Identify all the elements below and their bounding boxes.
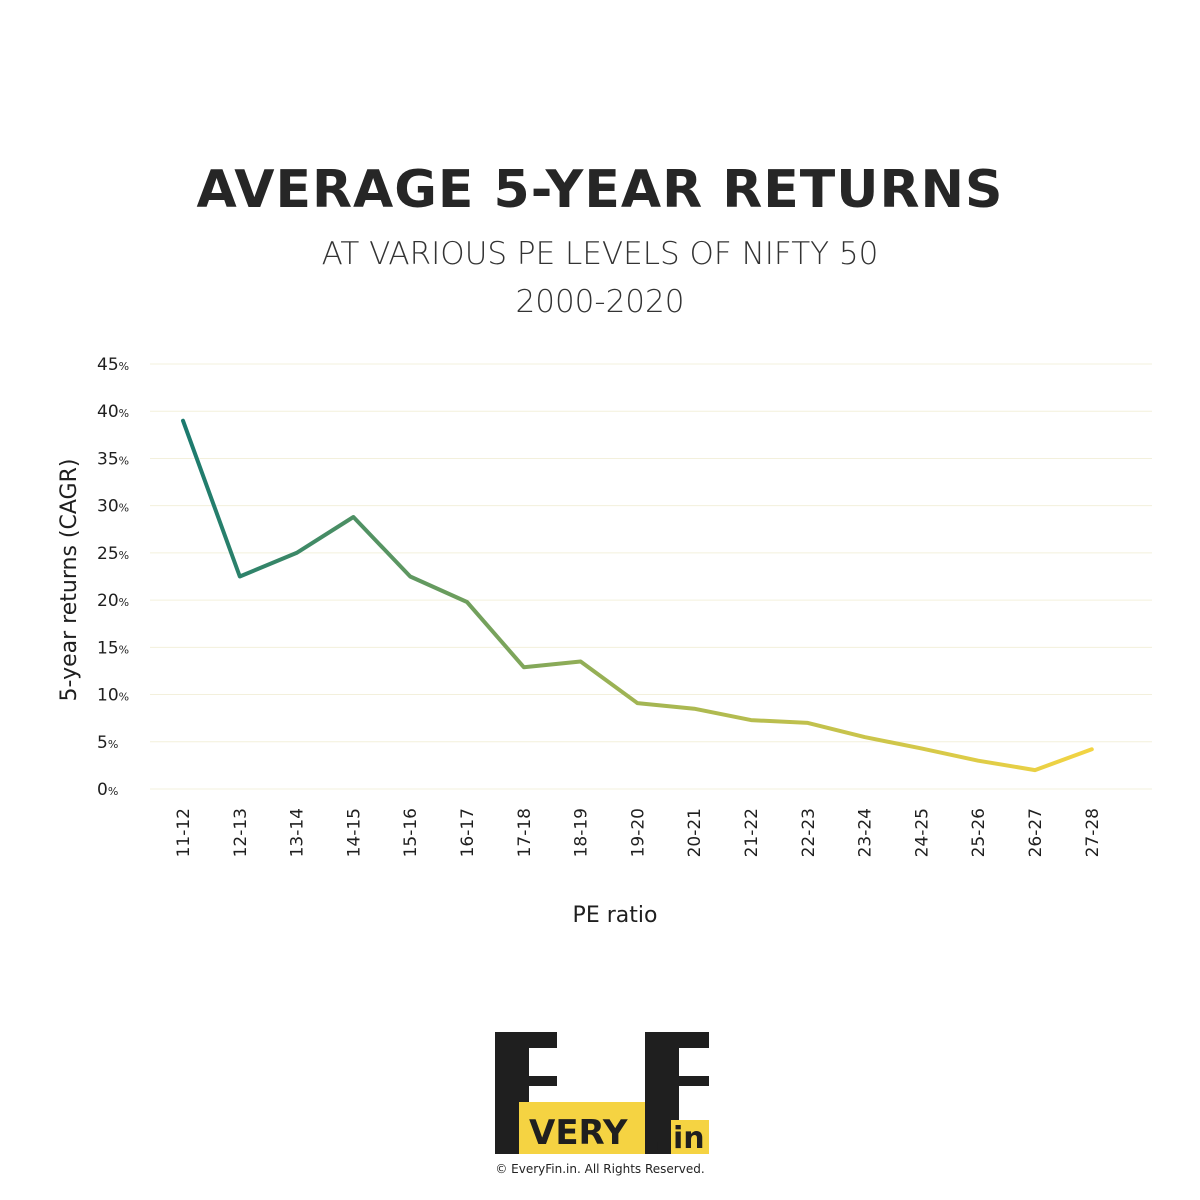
- x-tick-label: 27-28: [1083, 808, 1103, 857]
- y-tick-label: 30%: [97, 497, 129, 517]
- logo-in-box: [671, 1120, 709, 1154]
- logo-very-text: VERY: [529, 1113, 628, 1153]
- logo-e-notch-top: [529, 1048, 557, 1076]
- x-tick-label: 25-26: [969, 808, 989, 857]
- y-axis-ticks: 45% 40% 35% 30% 25% 20% 15% 10% 5% 0%: [97, 355, 129, 800]
- everyfin-logo: VERY . in: [495, 1032, 709, 1161]
- x-tick-label: 24-25: [912, 808, 932, 857]
- logo-e-notch-mid: [529, 1086, 557, 1102]
- x-tick-label: 26-27: [1026, 808, 1046, 857]
- y-tick-label: 40%: [97, 402, 129, 422]
- y-tick-label: 45%: [97, 355, 129, 375]
- line-chart: 45%40%35%30%25%20%15%10%5%0% 11-12 12-13 1…: [57, 355, 1152, 928]
- logo-f-notch-top: [679, 1048, 709, 1076]
- y-tick-label: 10%: [97, 686, 129, 706]
- x-tick-label: 14-15: [344, 808, 364, 857]
- y-tick-label: 35%: [97, 449, 129, 469]
- x-tick-label: 12-13: [231, 808, 251, 857]
- data-points: [183, 421, 1092, 771]
- y-tick-label: 0%: [97, 780, 118, 800]
- x-axis-ticks: 11-12 12-13 13-14 14-15 15-16 16-17 17-18 18-19…: [174, 808, 1103, 857]
- x-tick-label: 18-19: [572, 808, 592, 857]
- y-tick-label: 25%: [97, 544, 129, 564]
- y-axis-label: 5-year returns (CAGR): [57, 459, 82, 702]
- x-tick-label: 23-24: [856, 808, 876, 857]
- x-tick-label: 16-17: [458, 808, 478, 857]
- y-tick-label: 15%: [97, 638, 129, 658]
- x-tick-label: 22-23: [799, 808, 819, 857]
- x-tick-label: 20-21: [685, 808, 705, 857]
- logo-mark: VERY . in: [495, 1032, 709, 1161]
- logo-dot: .: [645, 1110, 662, 1154]
- x-tick-label: 11-12: [174, 808, 194, 857]
- gridlines: [150, 363, 1152, 790]
- logo-in-text: in: [673, 1121, 705, 1154]
- returns-line: [181, 418, 1094, 773]
- x-tick-label: 15-16: [401, 808, 421, 857]
- x-axis-label: PE ratio: [573, 903, 658, 928]
- x-tick-label: 19-20: [628, 808, 648, 857]
- chart-period: 2000-2020: [515, 284, 685, 320]
- x-tick-label: 21-22: [742, 808, 762, 857]
- y-tick-label: 20%: [97, 591, 129, 611]
- x-tick-label: 17-18: [515, 808, 535, 857]
- y-tick-label: 5%: [97, 733, 118, 753]
- copyright-notice: © EveryFin.in. All Rights Reserved.: [495, 1162, 705, 1176]
- x-tick-label: 13-14: [288, 808, 308, 857]
- chart-title: AVERAGE 5-YEAR RETURNS: [196, 160, 1004, 220]
- chart-subtitle: AT VARIOUS PE LEVELS OF NIFTY 50: [321, 236, 879, 272]
